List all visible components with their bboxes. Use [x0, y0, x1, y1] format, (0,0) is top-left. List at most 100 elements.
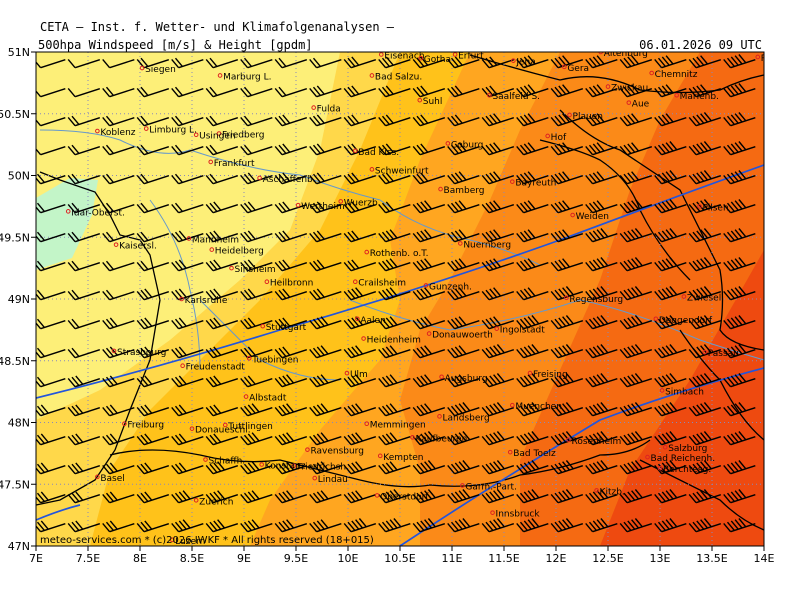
wind-barb	[654, 489, 687, 504]
wind-barb	[309, 461, 342, 475]
wind-barb	[309, 57, 342, 69]
wind-barb	[171, 462, 204, 475]
wind-barb	[309, 490, 342, 504]
wind-barb	[447, 171, 480, 185]
city-marker	[189, 426, 195, 431]
lat-tick-label: 47N	[8, 540, 30, 553]
wind-barb	[412, 403, 446, 417]
city-marker	[527, 370, 533, 376]
wind-barb	[274, 432, 308, 446]
wind-barb	[205, 288, 239, 301]
height-contour-1	[36, 164, 764, 399]
wind-barb	[102, 260, 135, 272]
wind-barb	[447, 142, 480, 156]
wind-barb	[585, 228, 618, 243]
lat-tick-label: 48.5N	[0, 355, 30, 368]
wind-barb	[723, 315, 756, 330]
wind-barb	[102, 462, 135, 475]
city-marker	[259, 462, 264, 467]
city-label: Bayreuth	[515, 179, 556, 189]
wind-barb	[343, 432, 377, 446]
wind-barb	[343, 490, 377, 504]
wind-barb	[550, 229, 584, 243]
wind-barb	[240, 288, 273, 301]
wind-barb	[136, 86, 170, 98]
wind-barb	[274, 461, 308, 475]
city-marker	[377, 453, 383, 459]
wind-barb	[205, 115, 239, 127]
wind-barb	[309, 316, 342, 330]
wind-barb	[619, 489, 653, 504]
city-marker	[659, 388, 665, 393]
wind-barb	[102, 375, 135, 388]
city-marker	[378, 52, 384, 57]
wind-barb	[447, 316, 480, 330]
wind-barb	[412, 229, 446, 243]
city-marker	[437, 414, 442, 419]
city-marker	[257, 175, 262, 181]
wind-barb	[240, 432, 273, 446]
wind-barb	[171, 259, 204, 272]
city-label: Heilbronn	[270, 279, 313, 289]
city-marker	[355, 316, 360, 322]
wind-barb	[274, 201, 308, 214]
wind-barb	[447, 229, 480, 243]
wind-barb	[171, 433, 204, 446]
city-marker	[352, 148, 358, 154]
wind-barb	[309, 172, 342, 185]
wind-barb	[619, 113, 653, 127]
wind-barb	[688, 170, 722, 185]
wind-barb	[654, 315, 687, 330]
wind-barb	[723, 431, 756, 446]
lon-tick-label: 11E	[442, 552, 463, 565]
wind-barb	[309, 230, 342, 243]
wind-barb	[205, 57, 239, 69]
lon-tick-label: 13E	[650, 552, 671, 565]
city-label: Nuernberg	[463, 240, 511, 250]
city-marker	[222, 422, 228, 428]
lat-tick-label: 50N	[8, 170, 30, 183]
wind-barb	[723, 141, 756, 156]
wind-barb	[723, 460, 756, 475]
wind-barb	[723, 170, 756, 185]
wind-barb	[67, 202, 101, 214]
wind-barb	[343, 259, 377, 272]
wind-barb	[516, 373, 549, 388]
city-label: Saalfeld S.	[492, 92, 540, 102]
wind-barb	[688, 518, 722, 533]
wind-barb	[550, 171, 584, 185]
wind-barb	[205, 144, 239, 156]
wind-barb	[412, 489, 446, 504]
wind-barb	[67, 289, 101, 301]
wind-barb	[619, 257, 653, 272]
city-label: Donauwoerth	[432, 331, 493, 341]
city-marker	[65, 209, 71, 214]
wind-barb	[171, 144, 204, 156]
wind-barb	[343, 287, 377, 301]
height-contours	[36, 164, 764, 546]
wind-barb	[309, 345, 342, 359]
city-label: Salzburg	[668, 444, 707, 454]
wind-barb	[102, 58, 135, 69]
city-marker	[645, 454, 650, 460]
city-label: Crailsheim	[358, 279, 406, 289]
wind-barb	[723, 54, 756, 69]
wind-barb	[136, 288, 170, 301]
wind-barb	[240, 317, 273, 330]
wind-barb	[36, 520, 66, 533]
city-marker	[369, 73, 375, 78]
city-label: Plauen	[573, 112, 603, 122]
city-marker	[193, 132, 199, 138]
city-marker	[490, 510, 495, 515]
wind-barb	[481, 85, 515, 98]
wind-barb	[67, 231, 101, 243]
wind-barb	[36, 231, 66, 243]
lon-tick-label: 9E	[237, 552, 251, 565]
wind-barb	[171, 490, 204, 504]
city-marker	[179, 296, 184, 302]
lon-tick-label: 14E	[754, 552, 775, 565]
wind-barb	[36, 289, 66, 301]
city-marker	[95, 474, 100, 480]
wind-barb	[654, 286, 687, 301]
wind-barb	[654, 170, 687, 185]
